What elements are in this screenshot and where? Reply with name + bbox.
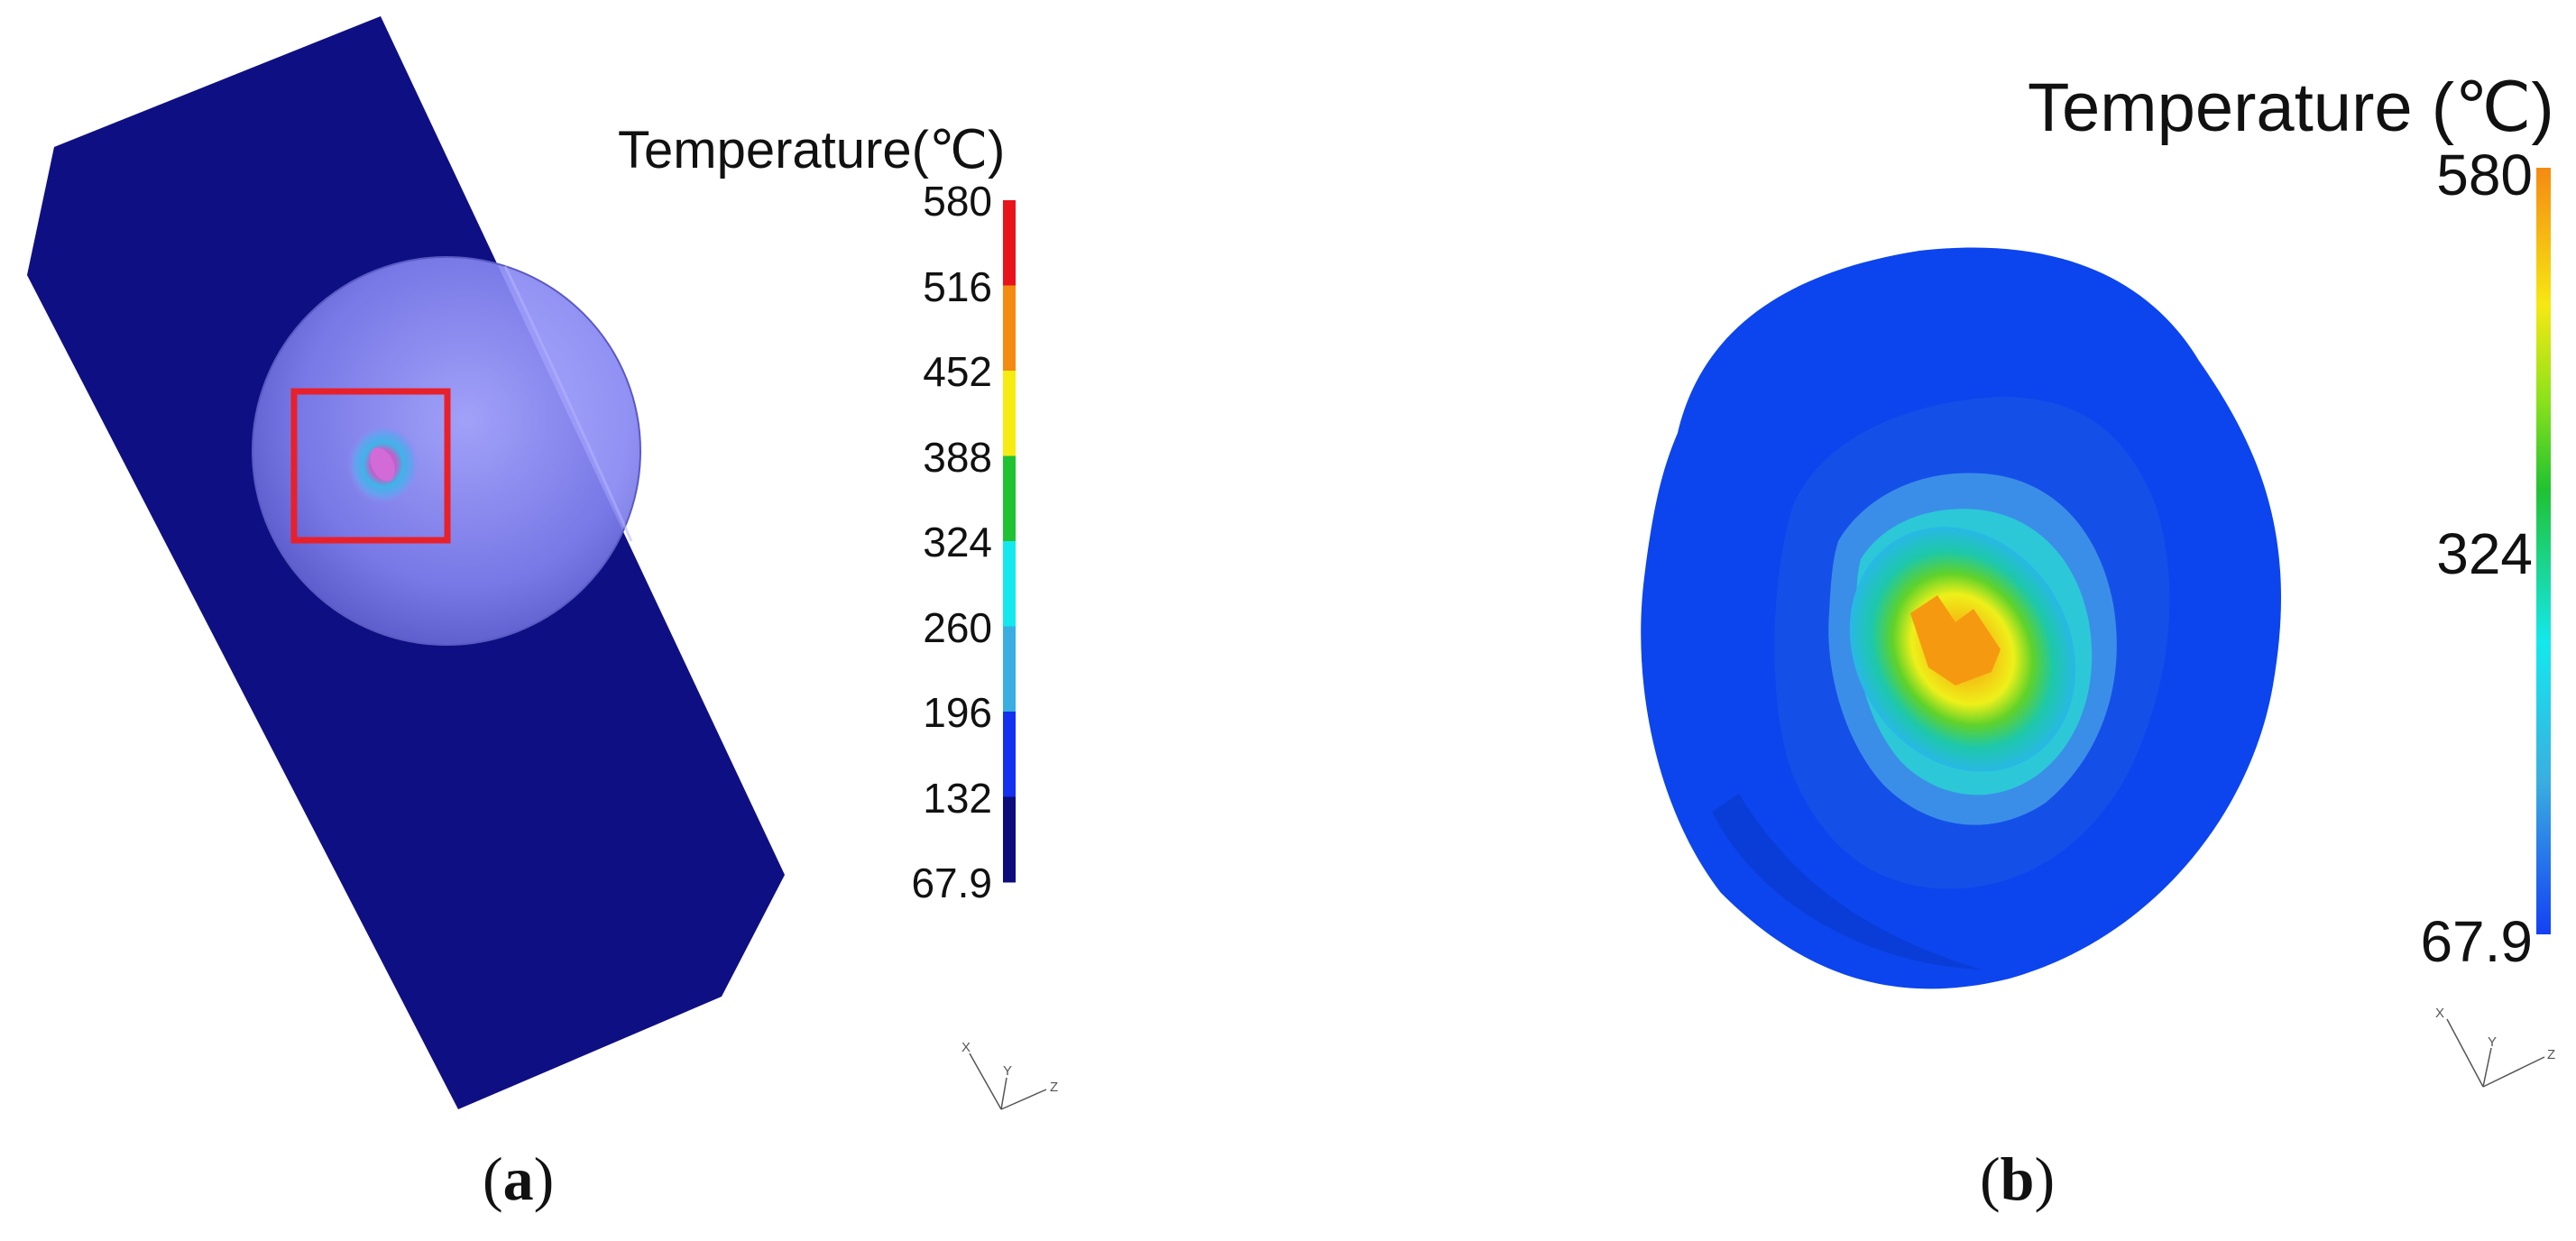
colorbar-a-segment bbox=[1003, 455, 1016, 542]
colorbar-b-tick-max: 580 bbox=[2436, 142, 2533, 207]
colorbar-a-segment bbox=[1003, 541, 1016, 627]
triad-x-label: X bbox=[961, 1040, 971, 1055]
triad-x-label: X bbox=[2435, 1006, 2444, 1021]
legend-title-b: Temperature (℃) bbox=[2028, 69, 2554, 146]
colorbar-b bbox=[2536, 168, 2551, 934]
plate-edge-through-sphere bbox=[503, 265, 633, 542]
colorbar-a-segment bbox=[1003, 200, 1016, 286]
colorbar-a-tick: 580 bbox=[923, 178, 992, 225]
hot-center bbox=[1910, 595, 2001, 685]
colorbar-a-tick: 388 bbox=[923, 433, 992, 481]
panel-b: X Y Z Temperature (℃) 580 324 67.9 (b) bbox=[1288, 0, 2576, 1241]
triad-y-label: Y bbox=[2488, 1034, 2497, 1050]
colorbar-a-segment bbox=[1003, 626, 1016, 712]
axis-triad-b bbox=[2446, 1018, 2545, 1088]
panel-a: X Y Z Temperature(℃) 580 516 452 388 324 260 1… bbox=[27, 16, 1058, 1213]
colorbar-a-tick: 260 bbox=[923, 603, 992, 651]
triad-z-label: Z bbox=[1050, 1080, 1058, 1095]
colorbar-b-tick-min: 67.9 bbox=[2420, 909, 2533, 974]
colorbar-a-segment bbox=[1003, 285, 1016, 372]
axis-triad-a bbox=[969, 1053, 1047, 1110]
colorbar-a-tick: 196 bbox=[923, 689, 992, 736]
scene-b: X Y Z bbox=[1641, 168, 2555, 1088]
caption-b: (b) bbox=[1980, 1144, 2056, 1213]
colorbar-a-tick: 452 bbox=[923, 348, 992, 395]
triad-y-label: Y bbox=[1003, 1063, 1012, 1079]
colorbar-a-segment bbox=[1003, 796, 1016, 883]
colorbar-a-segment bbox=[1003, 371, 1016, 456]
caption-b-letter: b bbox=[2000, 1144, 2035, 1213]
colorbar-a-segment bbox=[1003, 712, 1016, 797]
colorbar-b-tick-mid: 324 bbox=[2436, 521, 2533, 586]
hot-spot-core bbox=[370, 447, 395, 482]
colorbar-a-tick: 67.9 bbox=[911, 860, 992, 906]
caption-a-letter: a bbox=[502, 1144, 534, 1213]
highlight-box bbox=[290, 388, 451, 544]
colorbar-a-tick: 516 bbox=[923, 262, 992, 310]
caption-a: (a) bbox=[483, 1144, 555, 1213]
colorbar-a-tick: 324 bbox=[923, 519, 992, 565]
sphere-shadow bbox=[1712, 794, 1983, 970]
triad-z-label: Z bbox=[2547, 1047, 2555, 1062]
legend-title-a: Temperature(℃) bbox=[618, 121, 1006, 179]
colorbar-a-tick: 132 bbox=[923, 774, 992, 822]
scene-a: X Y Z bbox=[27, 16, 1058, 1110]
colorbar-a bbox=[1003, 200, 1016, 883]
